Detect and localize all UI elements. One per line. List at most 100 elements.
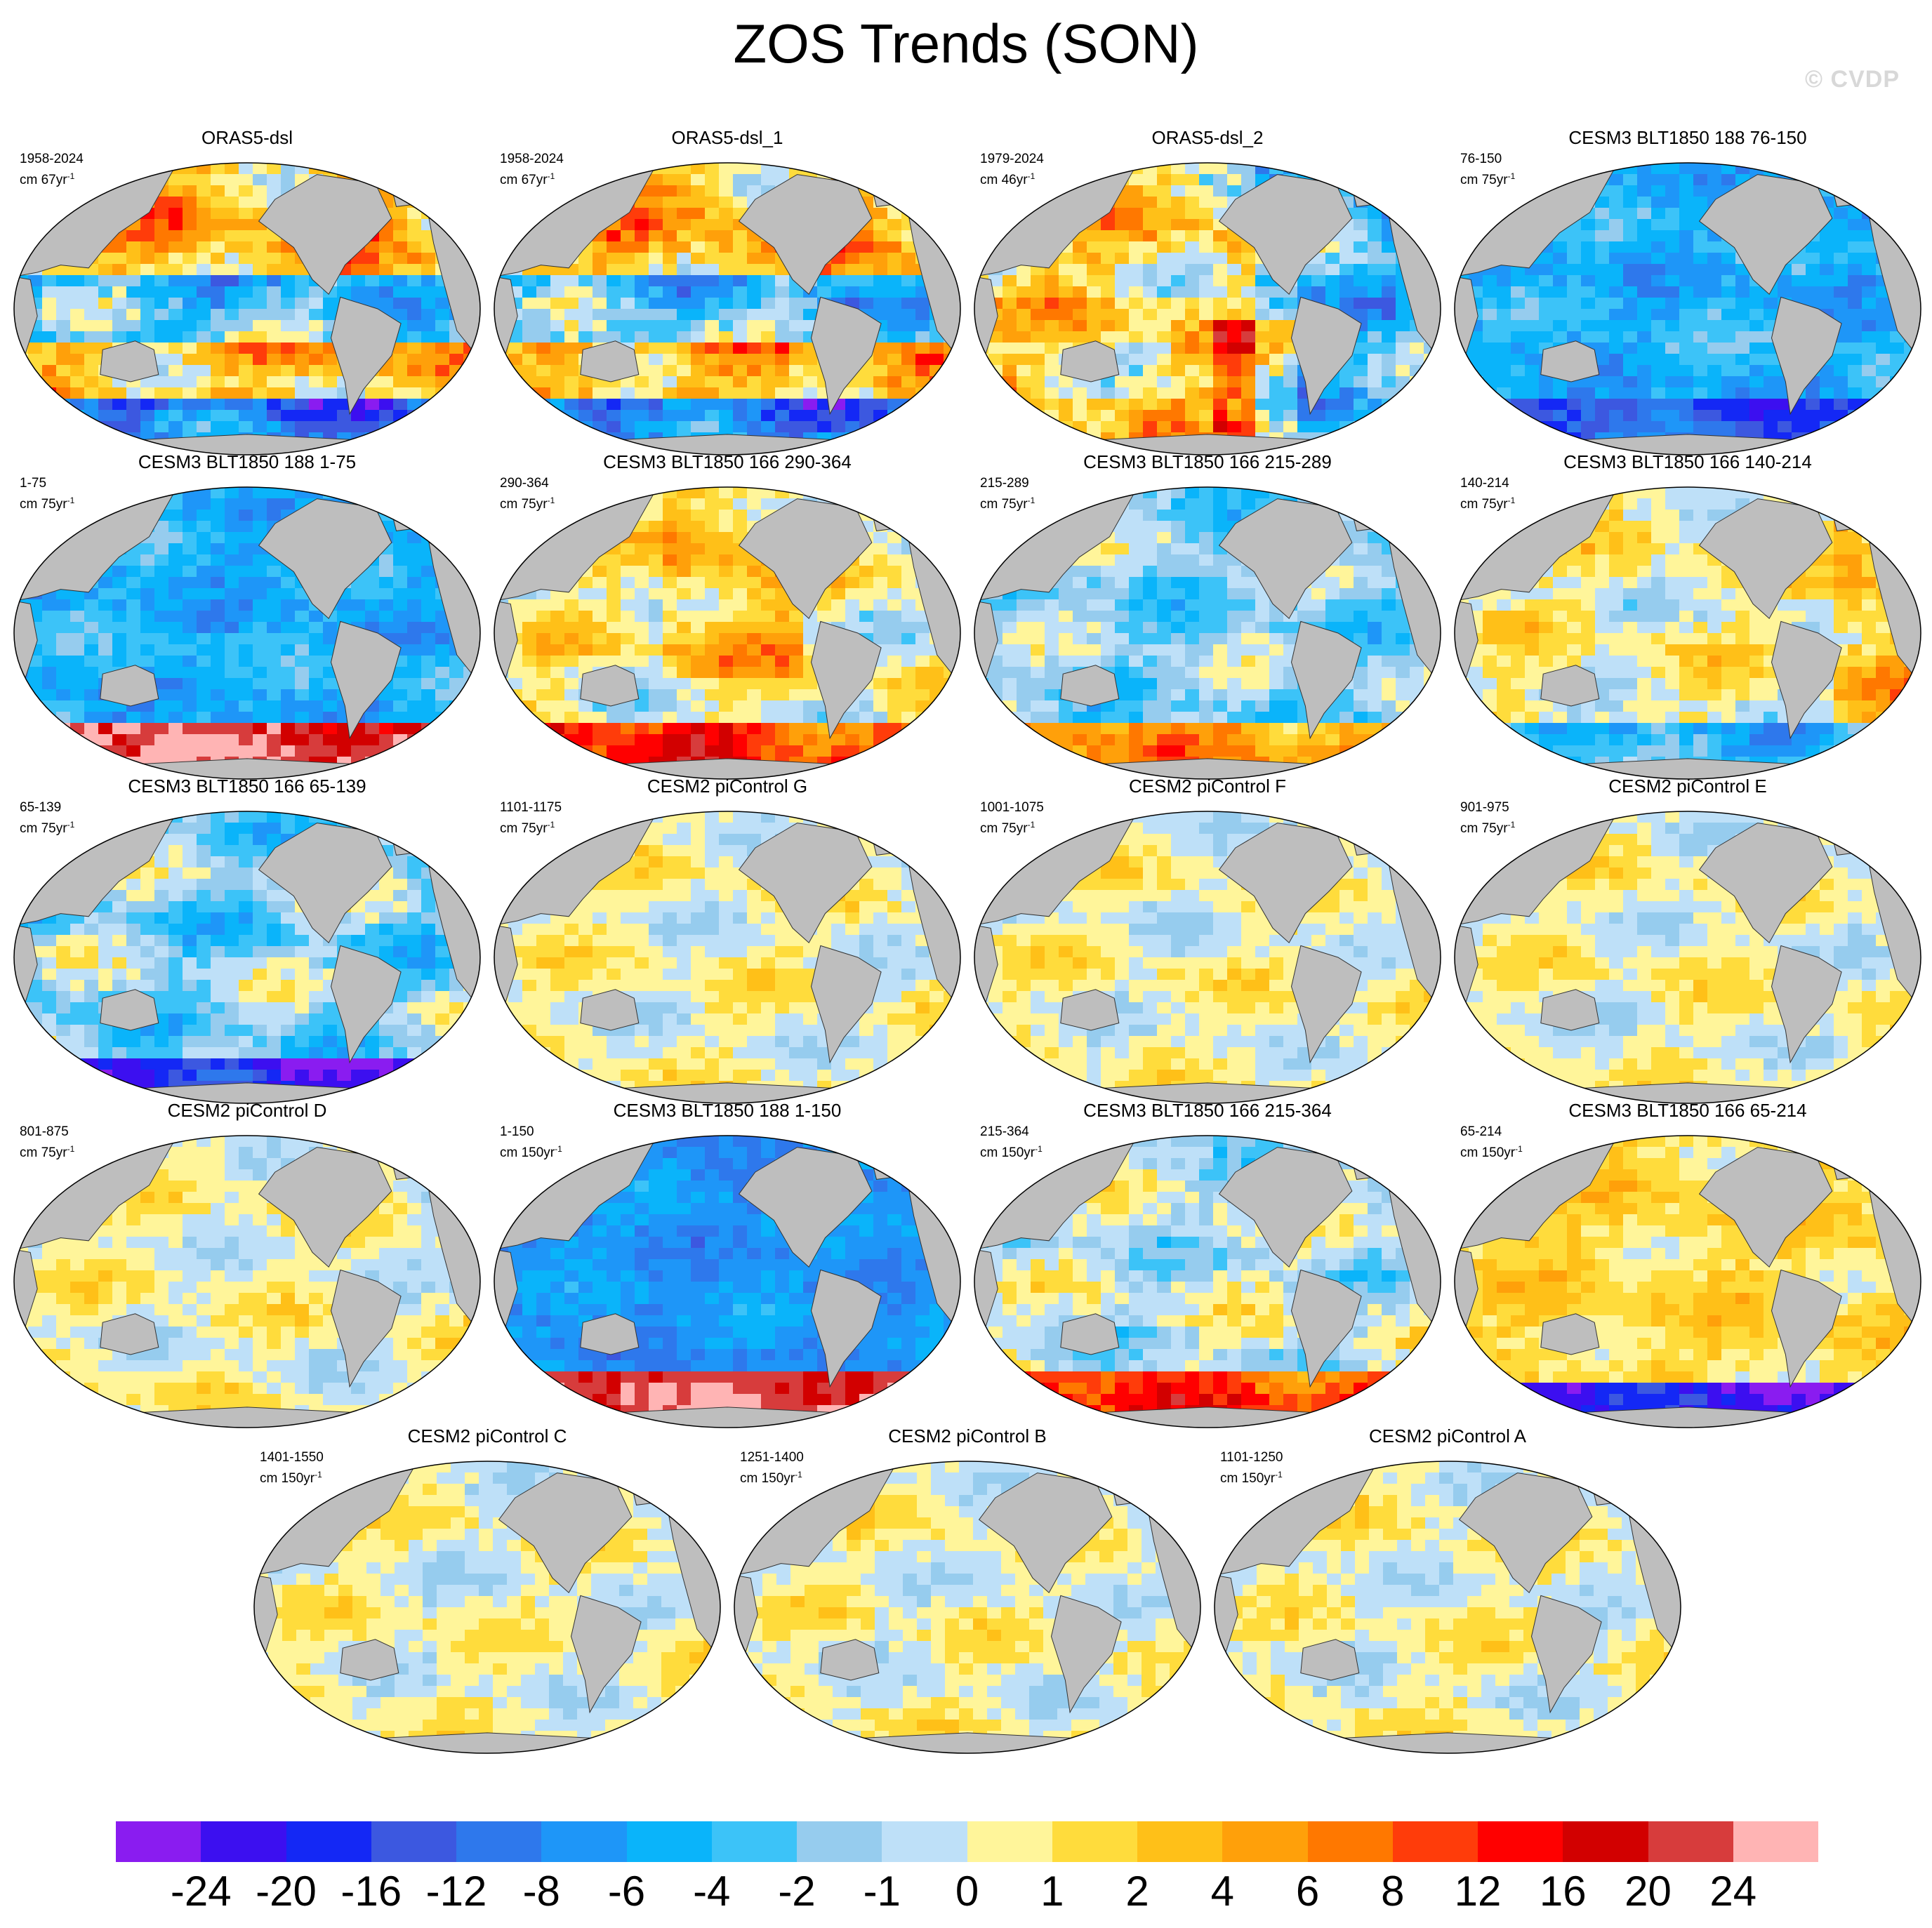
- colorbar-swatch: [541, 1821, 627, 1862]
- panel-title: CESM3 BLT1850 166 65-214: [1568, 1100, 1807, 1121]
- colorbar-tick-label: 20: [1625, 1868, 1672, 1915]
- land-mass: [1540, 989, 1600, 1031]
- panel-units: cm 75yr-1: [980, 817, 1035, 837]
- colorbar-tick-label: -2: [778, 1868, 816, 1915]
- colorbar-swatch: [1052, 1821, 1137, 1862]
- panel-years: 215-289: [980, 476, 1029, 491]
- land-mass: [258, 1147, 392, 1268]
- panel-units: cm 46yr-1: [980, 168, 1035, 188]
- land-mass: [1771, 1269, 1842, 1388]
- map-outline: [1454, 811, 1921, 1104]
- land-mass: [1290, 296, 1362, 415]
- colorbar-tick-label: 4: [1210, 1868, 1234, 1915]
- colorbar-swatch: [1478, 1821, 1563, 1862]
- panel-units-exponent: -1: [67, 820, 75, 830]
- land-mass: [1300, 1639, 1360, 1681]
- map-panel: CESM2 piControl G 1101-1175 cm 75yr-1: [489, 775, 966, 1105]
- panel-units-base: cm 67yr: [20, 173, 67, 187]
- land-mass: [734, 1732, 1200, 1753]
- map-outline: [974, 162, 1441, 456]
- land-mass: [738, 174, 873, 295]
- panel-units-exponent: -1: [67, 496, 75, 505]
- panel-units-exponent: -1: [1035, 1144, 1043, 1154]
- map-outline: [974, 1135, 1441, 1428]
- panel-units: cm 150yr-1: [980, 1141, 1043, 1161]
- panel-units: cm 75yr-1: [20, 817, 74, 837]
- land-mass: [100, 1313, 159, 1355]
- map-panel: CESM2 piControl E 901-975 cm 75yr-1: [1449, 775, 1926, 1105]
- panel-title: CESM3 BLT1850 188 1-75: [138, 451, 357, 472]
- panel-years: 1401-1550: [260, 1450, 324, 1465]
- panel-units: cm 150yr-1: [1460, 1141, 1523, 1161]
- land-mass: [100, 989, 159, 1031]
- map-outline: [494, 1135, 961, 1428]
- land-mass: [330, 296, 402, 415]
- map-plot: [1454, 486, 1921, 780]
- panel-units: cm 75yr-1: [1460, 817, 1515, 837]
- map-plot: [974, 1135, 1441, 1428]
- panel-title: CESM3 BLT1850 188 1-150: [613, 1100, 842, 1121]
- panel-units-exponent: -1: [547, 820, 555, 830]
- colorbar-swatch: [456, 1821, 542, 1862]
- panel-units-base: cm 150yr: [740, 1471, 795, 1486]
- map-panel: CESM3 BLT1850 188 76-150 76-150 cm 75yr-1: [1449, 126, 1926, 456]
- panel-units-base: cm 150yr: [1220, 1471, 1276, 1486]
- panel-units-base: cm 75yr: [980, 497, 1028, 512]
- colorbar-tick-label: 0: [955, 1868, 979, 1915]
- land-mass: [1218, 174, 1353, 295]
- map-outline: [13, 162, 481, 456]
- colorbar-tick-label: 12: [1454, 1868, 1502, 1915]
- panel-units-base: cm 150yr: [1460, 1145, 1516, 1160]
- panel-years: 76-150: [1460, 152, 1502, 166]
- panel-units-base: cm 75yr: [980, 821, 1028, 836]
- panel-years: 65-139: [20, 800, 62, 815]
- panel-units-base: cm 150yr: [260, 1471, 315, 1486]
- map-panel: CESM3 BLT1850 188 1-75 1-75 cm 75yr-1: [8, 451, 486, 780]
- land-mass: [1050, 1595, 1122, 1714]
- panel-title: CESM3 BLT1850 166 290-364: [603, 451, 852, 472]
- land-mass: [810, 945, 882, 1064]
- panel-title: CESM2 piControl G: [647, 776, 808, 797]
- map-panel: CESM3 BLT1850 166 140-214 140-214 cm 75yr-…: [1449, 451, 1926, 780]
- land-mass: [738, 823, 873, 943]
- colorbar-tick-label: 8: [1381, 1868, 1405, 1915]
- land-mass: [1540, 1313, 1600, 1355]
- panel-years: 801-875: [20, 1124, 69, 1139]
- map-panel: ORAS5-dsl_1 1958-2024 cm 67yr-1: [489, 126, 966, 456]
- land-mass: [738, 498, 873, 619]
- panel-units-exponent: -1: [555, 1144, 562, 1154]
- panel-years: 215-364: [980, 1124, 1029, 1139]
- land-mass: [100, 340, 159, 383]
- panel-years: 1101-1250: [1220, 1450, 1283, 1465]
- land-mass: [1215, 1732, 1681, 1753]
- land-mass: [258, 174, 392, 295]
- colorbar-swatch: [882, 1821, 967, 1862]
- panel-units-base: cm 67yr: [500, 173, 548, 187]
- land-mass: [810, 620, 882, 740]
- map-plot: [13, 1135, 481, 1428]
- land-mass: [1290, 945, 1362, 1064]
- panel-units: cm 75yr-1: [500, 817, 555, 837]
- colorbar-tick-label: 16: [1539, 1868, 1587, 1915]
- map-plot: [494, 486, 961, 780]
- land-mass: [330, 620, 402, 740]
- map-plot: [1454, 1135, 1921, 1428]
- map-plot: [974, 162, 1441, 456]
- panel-units: cm 75yr-1: [1460, 168, 1515, 188]
- panel-units-exponent: -1: [1507, 171, 1516, 181]
- map-outline: [1454, 1135, 1921, 1428]
- colorbar-swatch: [1648, 1821, 1733, 1862]
- colorbar-swatch: [1733, 1821, 1818, 1862]
- colorbar-labels: -24 -20 -16 -12 -8 -6 -4 -2 -1 0 1 2 4 6 8 12 16 20 24: [0, 1867, 1932, 1923]
- land-mass: [330, 945, 402, 1064]
- land-mass: [1060, 665, 1120, 707]
- land-mass: [1290, 1269, 1362, 1388]
- map-outline: [734, 1461, 1201, 1754]
- panel-title: CESM2 piControl D: [167, 1100, 327, 1121]
- panel-title: ORAS5-dsl: [201, 127, 293, 148]
- colorbar-tick-label: 1: [1040, 1868, 1064, 1915]
- colorbar-swatch: [286, 1821, 371, 1862]
- colorbar-swatch: [1222, 1821, 1308, 1862]
- map-panel: CESM2 piControl D 801-875 cm 75yr-1: [8, 1099, 486, 1429]
- land-mass: [100, 665, 159, 707]
